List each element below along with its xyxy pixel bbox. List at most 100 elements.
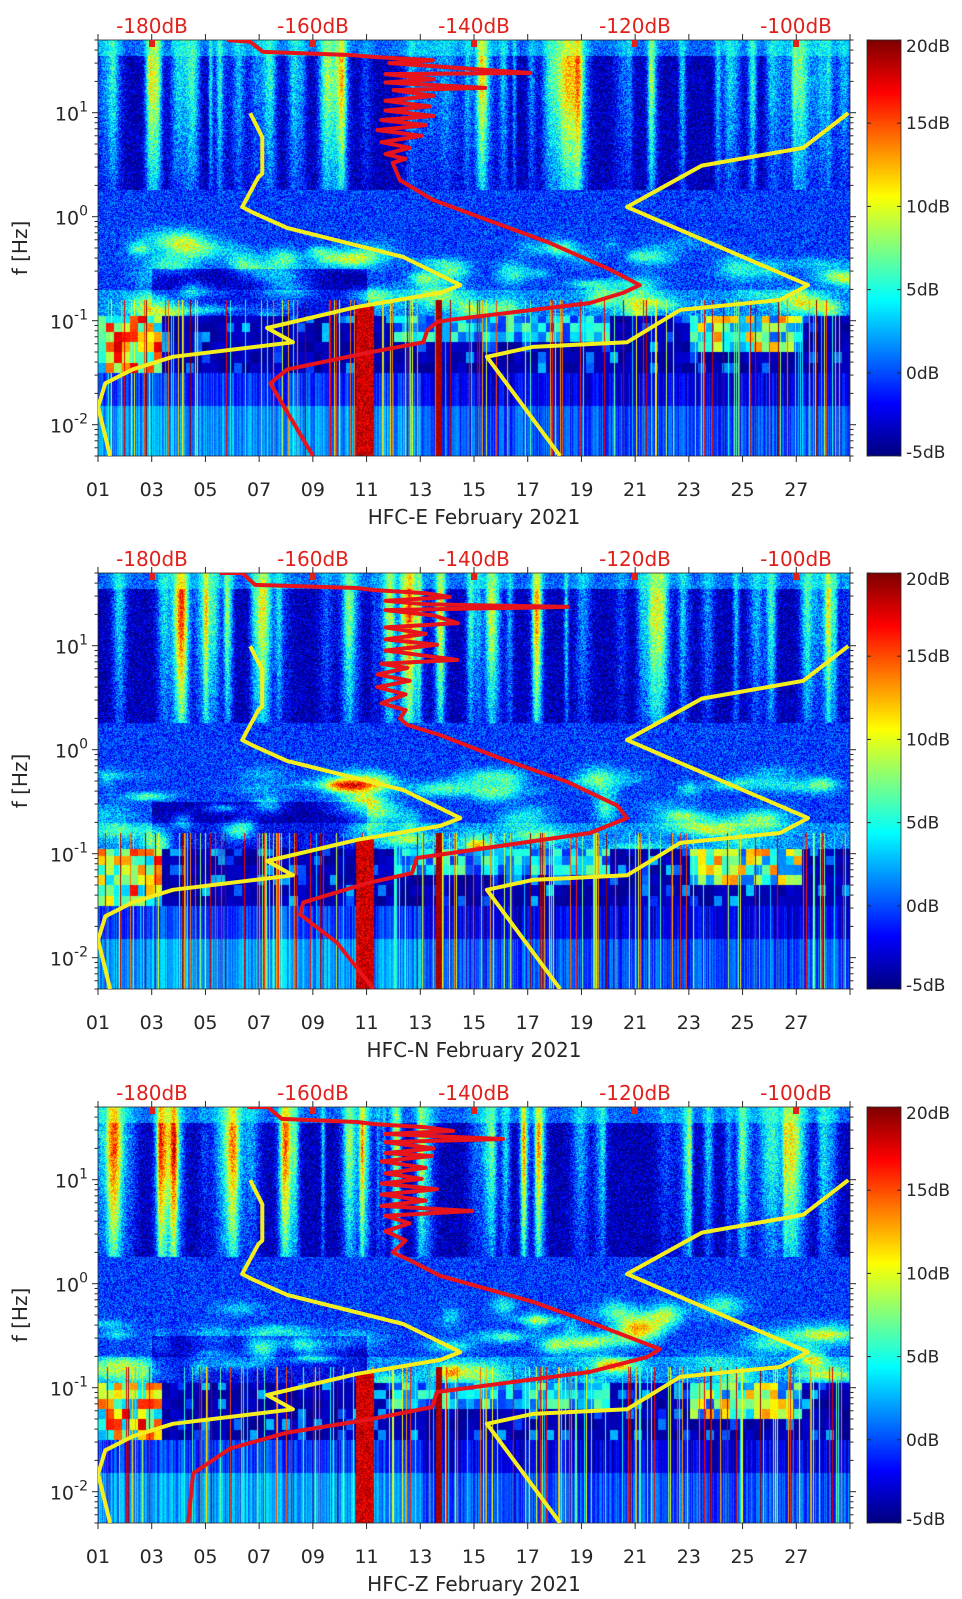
db-marker bbox=[793, 573, 799, 580]
x-tick-label: 09 bbox=[301, 479, 325, 501]
x-tick-label: 19 bbox=[569, 1012, 593, 1034]
db-axis-label: -160dB bbox=[277, 1081, 349, 1105]
db-axis-label: -120dB bbox=[599, 547, 671, 571]
x-tick-label: 19 bbox=[569, 479, 593, 501]
colorbar bbox=[867, 1107, 901, 1523]
colorbar-label: 10dB bbox=[906, 1264, 950, 1284]
y-tick-label: 101 bbox=[55, 100, 88, 126]
x-tick-label: 17 bbox=[516, 1012, 540, 1034]
colorbar-label: 20dB bbox=[906, 1104, 950, 1124]
x-tick-label: 15 bbox=[462, 479, 486, 501]
x-tick-label: 21 bbox=[623, 479, 647, 501]
db-marker bbox=[471, 573, 477, 580]
station-psd-line bbox=[186, 1107, 662, 1523]
db-marker bbox=[632, 40, 638, 47]
x-tick-label: 23 bbox=[677, 479, 701, 501]
colorbar-label: 5dB bbox=[906, 281, 939, 301]
colorbar-frame bbox=[866, 39, 902, 457]
x-tick-label: 27 bbox=[784, 479, 808, 501]
x-tick-label: 25 bbox=[730, 479, 754, 501]
x-tick-label: 13 bbox=[408, 1546, 432, 1568]
x-tick-label: 19 bbox=[569, 1546, 593, 1568]
x-tick-label: 03 bbox=[140, 1012, 164, 1034]
db-axis-label: -180dB bbox=[116, 1081, 188, 1105]
y-axis-label: f [Hz] bbox=[8, 754, 32, 809]
x-tick-label: 01 bbox=[86, 479, 110, 501]
y-tick-label: 100 bbox=[55, 204, 88, 230]
colorbar bbox=[867, 40, 901, 456]
panel-0: 01 03 05 07 09 11 13 15 17 19 21 23 25 27 HFC-E Februa… bbox=[8, 14, 950, 529]
plot-frame bbox=[97, 572, 851, 990]
x-tick-label: 05 bbox=[193, 479, 217, 501]
x-tick-label: 11 bbox=[354, 1012, 378, 1034]
x-tick-label: 09 bbox=[301, 1012, 325, 1034]
y-tick-label: 10-2 bbox=[50, 412, 88, 438]
colorbar-label: -5dB bbox=[906, 976, 945, 996]
curves bbox=[98, 573, 850, 989]
colorbar-label: 20dB bbox=[906, 570, 950, 590]
db-marker bbox=[793, 1107, 799, 1114]
db-axis-label: -180dB bbox=[116, 547, 188, 571]
x-tick-label: 25 bbox=[730, 1012, 754, 1034]
colorbar-label: 0dB bbox=[906, 1431, 939, 1451]
db-axis-label: -100dB bbox=[760, 547, 832, 571]
x-tick-label: 01 bbox=[86, 1546, 110, 1568]
x-tick-label: 25 bbox=[730, 1546, 754, 1568]
db-marker bbox=[149, 573, 155, 580]
db-marker bbox=[310, 40, 316, 47]
db-marker bbox=[149, 40, 155, 47]
colorbar-label: 15dB bbox=[906, 647, 950, 667]
low-noise-model-line bbox=[98, 1179, 463, 1523]
x-axis-label: HFC-E February 2021 bbox=[368, 505, 581, 529]
x-tick-label: 05 bbox=[193, 1546, 217, 1568]
y-tick-label: 10-1 bbox=[50, 308, 88, 334]
high-noise-model-line bbox=[484, 111, 850, 456]
x-tick-label: 17 bbox=[516, 479, 540, 501]
colorbar-label: 0dB bbox=[906, 364, 939, 384]
x-tick-label: 07 bbox=[247, 1012, 271, 1034]
colorbar-label: 5dB bbox=[906, 1348, 939, 1368]
panel-2: 01 03 05 07 09 11 13 15 17 19 21 23 25 27 HFC-Z Februa… bbox=[8, 1081, 950, 1596]
y-tick-label: 101 bbox=[55, 633, 88, 659]
x-tick-label: 05 bbox=[193, 1012, 217, 1034]
colorbar-label: 15dB bbox=[906, 1181, 950, 1201]
panel-1: 01 03 05 07 09 11 13 15 17 19 21 23 25 27 HFC-N Februa… bbox=[8, 547, 950, 1062]
db-axis-label: -120dB bbox=[599, 1081, 671, 1105]
station-psd-line bbox=[219, 573, 629, 989]
x-tick-label: 07 bbox=[247, 479, 271, 501]
db-axis-label: -160dB bbox=[277, 14, 349, 38]
colorbar-label: 5dB bbox=[906, 814, 939, 834]
x-tick-label: 15 bbox=[462, 1546, 486, 1568]
y-tick-label: 10-1 bbox=[50, 841, 88, 867]
x-tick-label: 13 bbox=[408, 479, 432, 501]
colorbar-label: 0dB bbox=[906, 897, 939, 917]
db-marker bbox=[149, 1107, 155, 1114]
db-marker bbox=[793, 40, 799, 47]
colorbar-label: 15dB bbox=[906, 114, 950, 134]
x-tick-label: 23 bbox=[677, 1012, 701, 1034]
x-tick-label: 15 bbox=[462, 1012, 486, 1034]
y-axis-label: f [Hz] bbox=[8, 221, 32, 276]
y-tick-label: 10-2 bbox=[50, 945, 88, 971]
x-axis-label: HFC-N February 2021 bbox=[367, 1038, 582, 1062]
db-marker bbox=[471, 40, 477, 47]
colorbar bbox=[867, 573, 901, 989]
x-tick-label: 27 bbox=[784, 1012, 808, 1034]
colorbar-frame bbox=[866, 572, 902, 990]
x-tick-label: 13 bbox=[408, 1012, 432, 1034]
station-psd-line bbox=[226, 40, 642, 456]
db-marker bbox=[310, 573, 316, 580]
low-noise-model-line bbox=[98, 645, 463, 989]
db-marker bbox=[471, 1107, 477, 1114]
db-axis-label: -140dB bbox=[438, 1081, 510, 1105]
colorbar-label: 10dB bbox=[906, 730, 950, 750]
colorbar-label: 10dB bbox=[906, 197, 950, 217]
db-axis-label: -140dB bbox=[438, 547, 510, 571]
y-tick-label: 100 bbox=[55, 737, 88, 763]
db-marker bbox=[632, 573, 638, 580]
curves bbox=[98, 40, 850, 456]
x-tick-label: 03 bbox=[140, 1546, 164, 1568]
x-tick-label: 03 bbox=[140, 479, 164, 501]
db-axis-label: -140dB bbox=[438, 14, 510, 38]
db-axis-label: -100dB bbox=[760, 1081, 832, 1105]
